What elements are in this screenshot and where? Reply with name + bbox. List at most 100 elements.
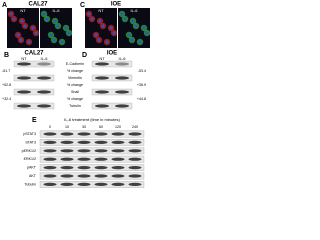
lane-label: IL-6 [41,56,49,61]
time-label: 60 [99,125,103,129]
band [111,149,125,153]
band [94,140,108,144]
nucleus [52,38,56,42]
nucleus [67,31,71,35]
blot-strip [39,172,145,180]
band [94,157,108,161]
band [115,104,129,108]
lane-label-overlay: IL-6 [131,8,139,13]
band [77,157,91,161]
nucleus [60,40,64,44]
protein-label: % change [67,97,83,101]
protein-label: % change [67,69,83,73]
band [94,149,108,153]
band [111,132,125,136]
band [17,104,31,108]
band [128,132,142,136]
blot-strip [13,60,55,68]
band [17,76,31,80]
nucleus [130,38,134,42]
row-label: pERK1/2 [22,149,36,153]
band [115,62,129,66]
band [111,166,125,170]
blot-strip [39,155,145,163]
nucleus [97,38,101,42]
band [37,104,51,108]
nucleus [9,12,13,16]
band [128,166,142,170]
band [77,166,91,170]
nucleus [145,31,149,35]
protein-label: Snail [71,90,79,94]
band [60,166,74,170]
band [94,182,108,186]
band [60,149,74,153]
panel-title: IOE [111,2,121,8]
nucleus [87,12,91,16]
band [43,166,57,170]
nucleus [127,33,131,37]
band [60,174,74,178]
lane-label: IL-6 [119,56,127,61]
blot-strip [91,74,133,82]
lane-label-overlay: IL-6 [53,8,61,13]
band [60,140,74,144]
time-label: 30 [82,125,86,129]
nucleus [105,40,109,44]
band [60,132,74,136]
blot-strip [39,164,145,171]
protein-label: Vimentin [68,76,82,80]
nucleus [16,33,20,37]
panel-letter: C [80,2,85,9]
lane-label: NT [21,56,27,61]
band [43,157,57,161]
nucleus [134,24,138,28]
band [95,104,109,108]
time-label: 0 [49,125,51,129]
time-label: 120 [115,125,121,129]
nucleus [101,24,105,28]
row-label: STAT3 [25,140,36,144]
band [43,149,57,153]
blot-strip [39,139,145,146]
nucleus [27,40,31,44]
nucleus [123,17,127,21]
nucleus [20,19,24,23]
band [128,140,142,144]
band [111,182,125,186]
lane-label-overlay: NT [98,8,104,13]
percent-change: +32.4 [2,97,11,101]
band [43,182,57,186]
band [77,174,91,178]
nucleus [45,17,49,21]
row-label: AKT [29,174,37,178]
blot-strip [39,130,145,138]
band [115,76,129,80]
nucleus [31,26,35,30]
nucleus [23,24,27,28]
band [95,62,109,66]
band [128,149,142,153]
nucleus [138,40,142,44]
nucleus [112,31,116,35]
panel-title: IL-6 treatment (time in minutes) [64,117,120,122]
band [60,157,74,161]
panel-letter: B [4,52,9,59]
band [95,90,109,94]
blot-strip [13,102,55,110]
nucleus [34,31,38,35]
band [77,149,91,153]
blot-strip [91,60,133,68]
band [60,182,74,186]
band [128,157,142,161]
band [94,132,108,136]
band [17,62,31,66]
nucleus [49,33,53,37]
nucleus [90,17,94,21]
percent-change: +44.8 [137,97,146,101]
band [77,140,91,144]
nucleus [98,19,102,23]
panel-title: CAL27 [28,2,48,8]
band [128,182,142,186]
blot-strip [13,88,55,96]
